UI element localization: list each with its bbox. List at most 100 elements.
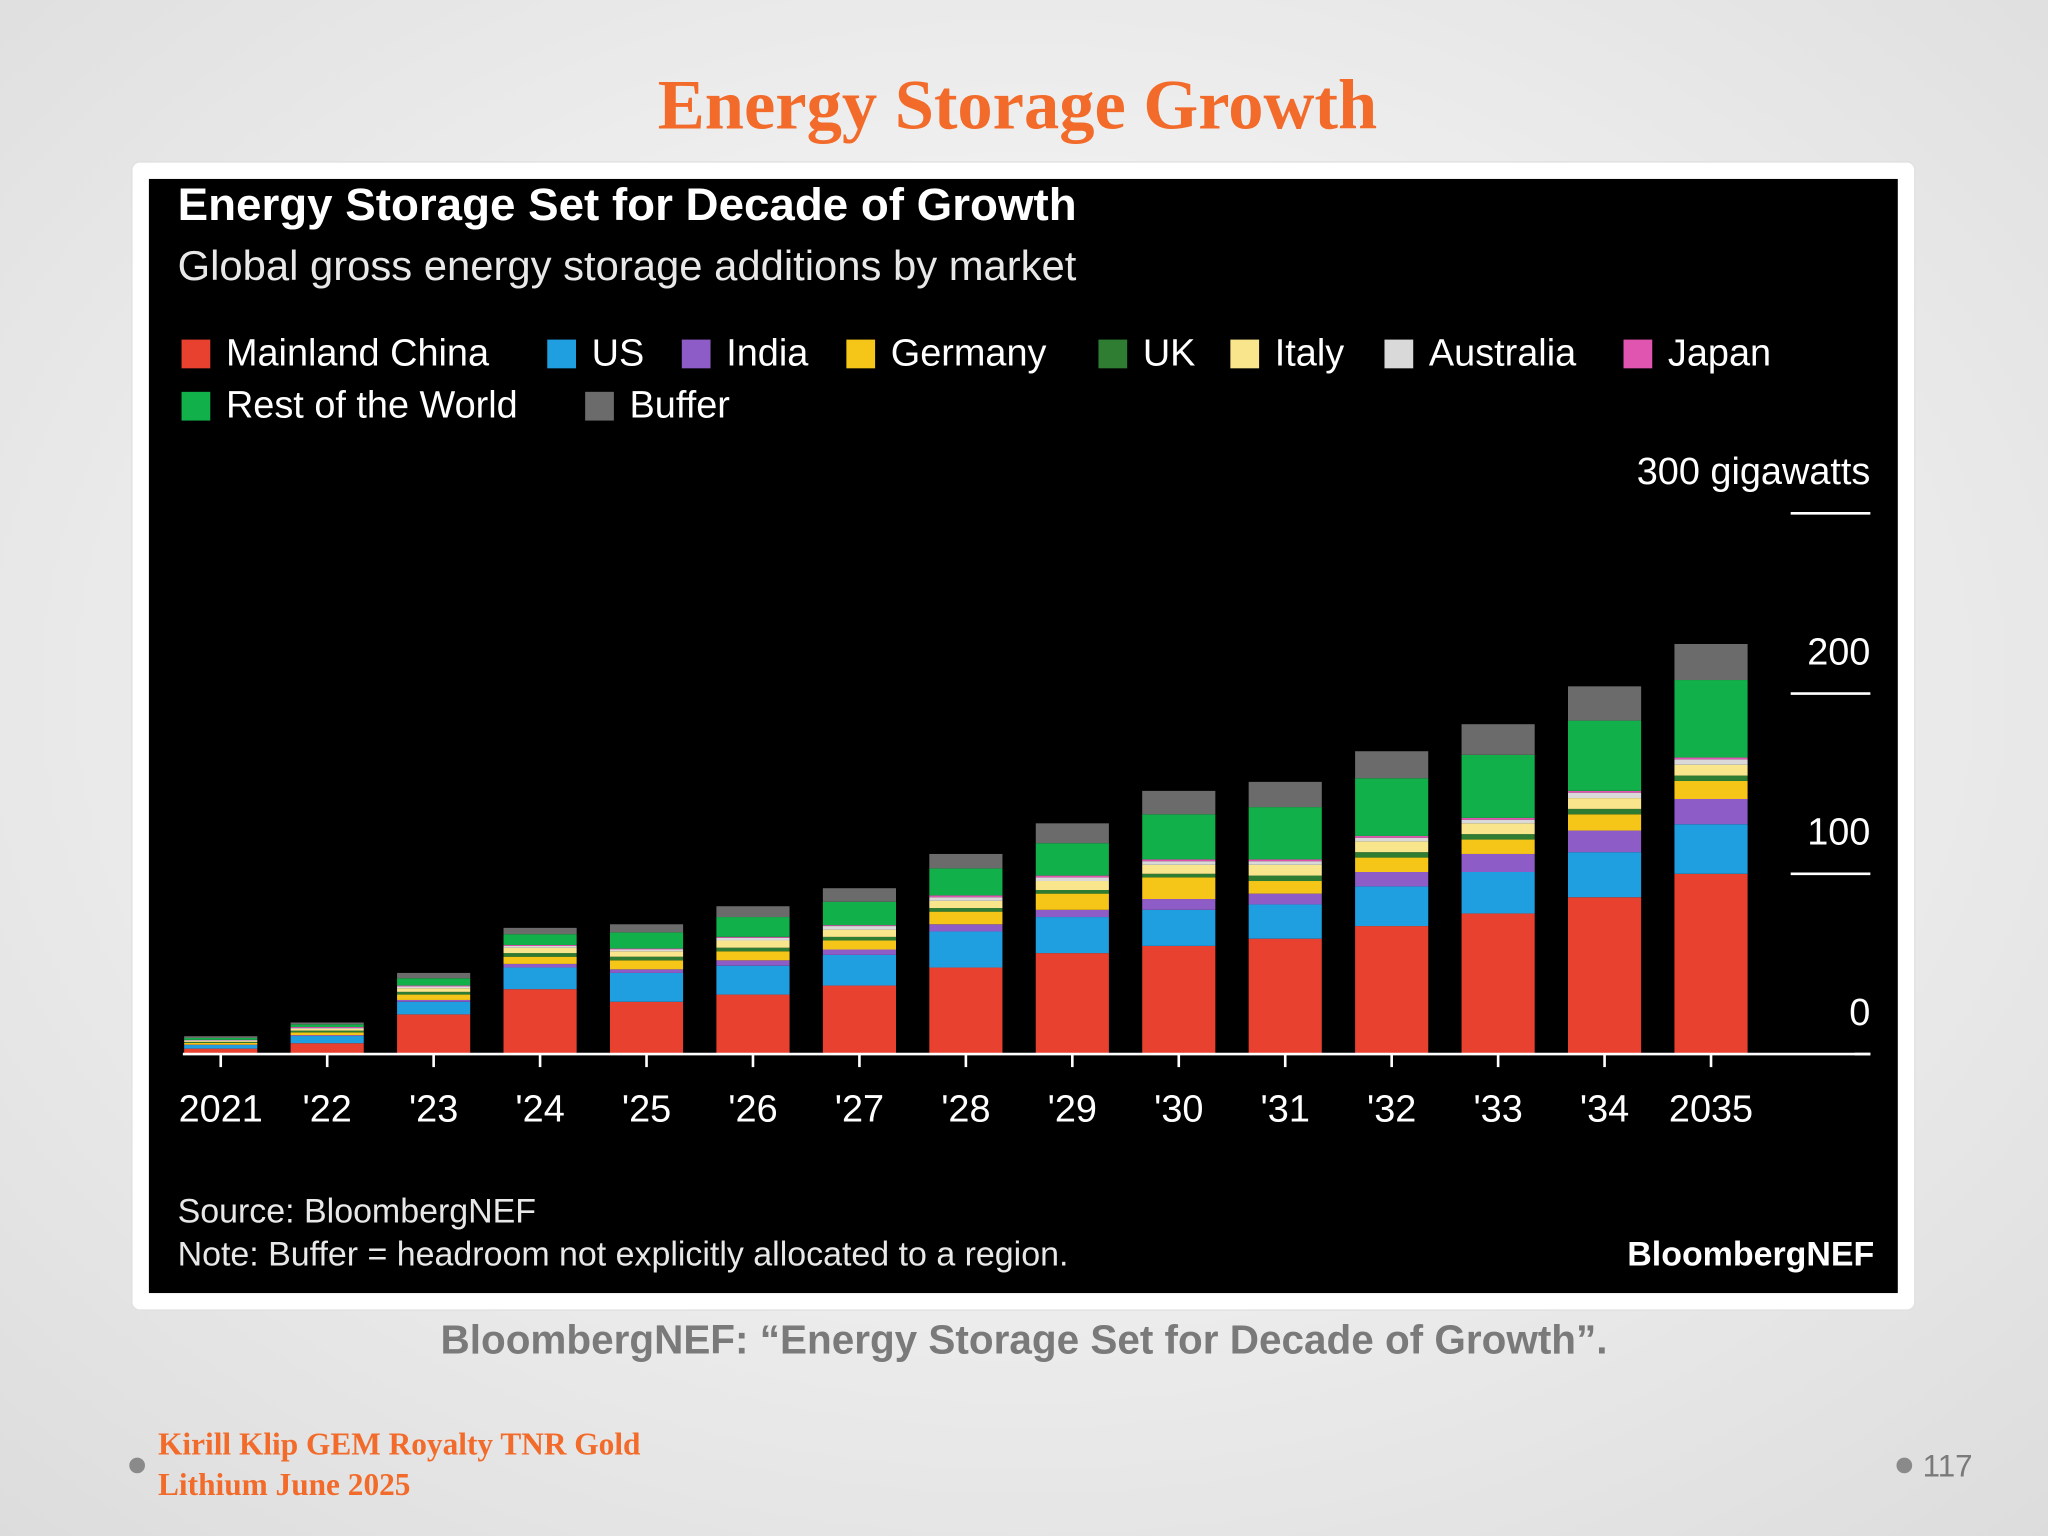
bar-segment bbox=[1248, 938, 1322, 1055]
x-tick-label: '30 bbox=[1154, 1089, 1203, 1131]
bar-segment bbox=[929, 908, 1003, 912]
bar-segment bbox=[1035, 823, 1109, 844]
y-tick-label: 200 bbox=[1807, 631, 1870, 673]
bar-segment bbox=[609, 932, 684, 949]
bar-segment bbox=[397, 991, 471, 995]
legend-label: Australia bbox=[1429, 332, 1577, 374]
bar-segment bbox=[1035, 890, 1109, 894]
bar-segment bbox=[1248, 859, 1322, 862]
bar-segment bbox=[290, 1028, 364, 1031]
bar-segment bbox=[929, 868, 1003, 896]
bar-segment bbox=[1674, 798, 1748, 825]
bar-segment bbox=[1035, 909, 1109, 918]
bar-segment bbox=[1674, 643, 1748, 681]
bar-segment bbox=[1248, 881, 1322, 894]
bar-segment bbox=[1355, 778, 1429, 836]
bar-segment bbox=[1355, 852, 1429, 858]
bar-segment bbox=[822, 929, 896, 937]
legend-label: Buffer bbox=[630, 385, 730, 427]
bar-segment bbox=[1461, 817, 1535, 820]
bar-segment bbox=[1674, 775, 1748, 781]
bar-segment bbox=[503, 963, 577, 968]
x-tick-label: '27 bbox=[835, 1089, 884, 1131]
legend-label: UK bbox=[1143, 332, 1196, 374]
bar-segment bbox=[716, 960, 790, 966]
bar-segment bbox=[503, 989, 577, 1055]
x-tick-label: '32 bbox=[1367, 1089, 1416, 1131]
bar-segment bbox=[929, 853, 1003, 869]
page-bullet bbox=[1896, 1457, 1913, 1474]
bar-segment bbox=[1568, 792, 1642, 799]
bar-segment bbox=[1248, 807, 1322, 860]
bar-segment bbox=[1035, 953, 1109, 1055]
caption: BloombergNEF: “Energy Storage Set for De… bbox=[441, 1316, 1608, 1362]
bar-segment bbox=[1568, 798, 1642, 809]
bar-segment bbox=[290, 1022, 364, 1025]
bar-segment bbox=[609, 960, 684, 970]
bar-segment bbox=[929, 931, 1003, 968]
bar-segment bbox=[609, 956, 684, 961]
plot: Mainland China US India Germany UK Italy Austr… bbox=[179, 332, 1871, 1130]
bar-segment bbox=[1461, 819, 1535, 824]
legend-swatch bbox=[1384, 339, 1414, 369]
bar-segment bbox=[184, 1041, 258, 1043]
bar-segment bbox=[503, 944, 577, 946]
bar-segment bbox=[929, 924, 1003, 932]
x-tick-label: '29 bbox=[1048, 1089, 1097, 1131]
logo: BloombergNEF bbox=[1627, 1235, 1874, 1273]
bar-segment bbox=[716, 994, 790, 1055]
bar-segment bbox=[822, 949, 896, 955]
bar-segment bbox=[290, 1027, 364, 1029]
legend-label: Mainland China bbox=[226, 332, 490, 374]
bar-segment bbox=[1248, 861, 1322, 865]
y-tick-label: 0 bbox=[1849, 992, 1870, 1034]
legend-swatch bbox=[1230, 339, 1260, 369]
bar-segment bbox=[503, 956, 577, 964]
legend-label: Germany bbox=[891, 332, 1047, 374]
bar-segment bbox=[716, 940, 790, 948]
bar-segment bbox=[822, 954, 896, 986]
x-tick-label: 2035 bbox=[1669, 1089, 1753, 1131]
bar-segment bbox=[822, 925, 896, 927]
legend-swatch bbox=[1098, 339, 1128, 369]
bar-segment bbox=[1035, 875, 1109, 878]
bar-segment bbox=[1461, 839, 1535, 854]
bar-segment bbox=[397, 985, 471, 987]
bar-segment bbox=[929, 897, 1003, 901]
bar-segment bbox=[609, 948, 684, 950]
bar-segment bbox=[822, 940, 896, 950]
bar-segment bbox=[609, 969, 684, 973]
bar-segment bbox=[290, 1035, 364, 1037]
bar-segment bbox=[290, 1030, 364, 1033]
bar-segment bbox=[716, 951, 790, 961]
bar-segment bbox=[822, 926, 896, 930]
bar-segment bbox=[716, 906, 790, 918]
bar-segment bbox=[397, 972, 471, 979]
bar-segment bbox=[1142, 861, 1216, 865]
bar-segment bbox=[929, 900, 1003, 909]
bar-segment bbox=[1461, 754, 1535, 818]
legend-label: Rest of the World bbox=[226, 385, 518, 427]
bar-segment bbox=[609, 972, 684, 1002]
x-tick-label: '23 bbox=[409, 1089, 458, 1131]
bar-segment bbox=[1142, 945, 1216, 1055]
bar-segment bbox=[1355, 857, 1429, 872]
bar-segment bbox=[1461, 871, 1535, 914]
bar-segment bbox=[184, 1042, 258, 1045]
x-tick-label: '31 bbox=[1261, 1089, 1310, 1131]
bar-segment bbox=[822, 985, 896, 1055]
legend-label: Japan bbox=[1668, 332, 1771, 374]
chart-subtitle: Global gross energy storage additions by… bbox=[178, 242, 1077, 289]
slide-title: Energy Storage Growth bbox=[658, 67, 1377, 145]
bar-segment bbox=[184, 1036, 258, 1038]
bar-segment bbox=[1355, 871, 1429, 887]
bar-segment bbox=[1035, 881, 1109, 891]
bar-segment bbox=[822, 936, 896, 941]
note: Note: Buffer = headroom not explicitly a… bbox=[178, 1235, 1069, 1273]
bar-segment bbox=[1355, 841, 1429, 853]
bar-segment bbox=[184, 1041, 258, 1042]
legend-swatch bbox=[181, 339, 211, 369]
bar-segment bbox=[929, 967, 1003, 1055]
bar-segment bbox=[290, 1036, 364, 1044]
